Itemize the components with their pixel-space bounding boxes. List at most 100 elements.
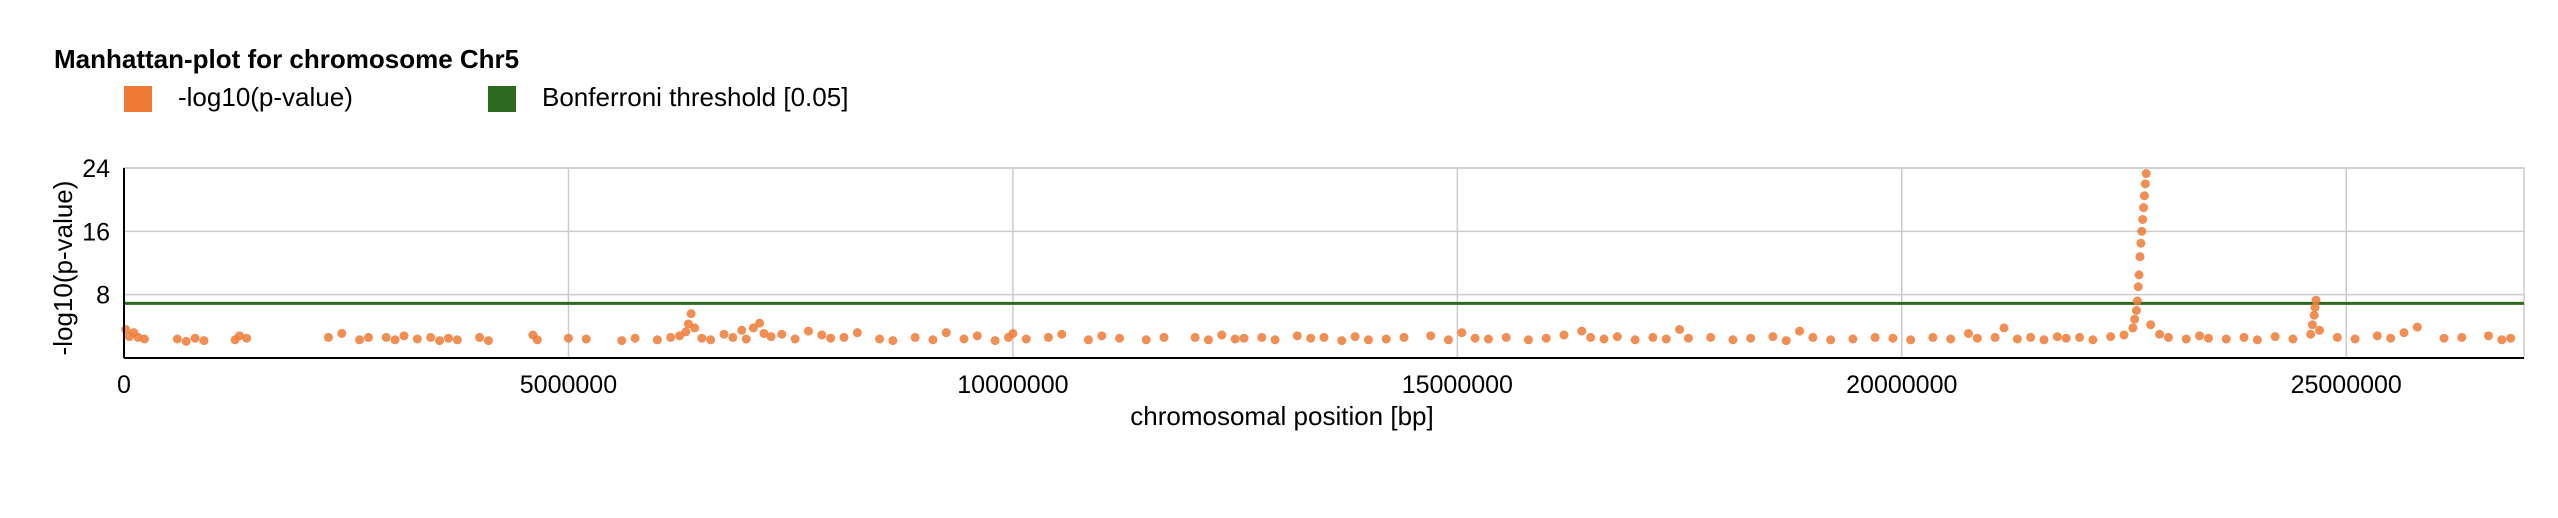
legend-swatch-pvalue bbox=[124, 86, 152, 112]
data-point bbox=[199, 336, 209, 346]
data-point bbox=[1808, 332, 1818, 342]
data-point bbox=[2350, 334, 2360, 344]
data-point bbox=[1746, 333, 1756, 343]
data-point bbox=[563, 333, 573, 343]
data-point bbox=[1306, 333, 1316, 343]
data-point bbox=[2146, 320, 2156, 330]
data-point bbox=[2439, 333, 2449, 343]
data-point bbox=[2132, 296, 2142, 306]
data-point bbox=[2135, 252, 2145, 262]
data-point bbox=[1115, 333, 1125, 343]
y-tick-label: 16 bbox=[82, 218, 110, 246]
data-point bbox=[990, 336, 1000, 346]
data-point bbox=[2133, 282, 2143, 292]
data-point bbox=[2039, 335, 2049, 345]
data-point bbox=[1292, 331, 1302, 341]
grid-layer bbox=[123, 167, 2525, 359]
data-point bbox=[2386, 333, 2396, 343]
data-point bbox=[1999, 323, 2009, 333]
data-point bbox=[755, 318, 765, 328]
data-point bbox=[852, 328, 862, 338]
data-point bbox=[181, 336, 191, 346]
data-point bbox=[1350, 332, 1360, 342]
data-point bbox=[706, 335, 716, 345]
data-point bbox=[2203, 333, 2213, 343]
data-point bbox=[2306, 329, 2316, 339]
data-point bbox=[1906, 335, 1916, 345]
data-point bbox=[910, 332, 920, 342]
data-point bbox=[2139, 203, 2149, 213]
data-point bbox=[1483, 334, 1493, 344]
data-point bbox=[2106, 332, 2116, 342]
data-point bbox=[2140, 179, 2150, 189]
data-point bbox=[1675, 325, 1685, 334]
data-point bbox=[1270, 335, 1280, 345]
data-point bbox=[190, 333, 200, 343]
data-point bbox=[1426, 331, 1436, 341]
data-point bbox=[2310, 302, 2320, 312]
x-tick-label: 25000000 bbox=[2291, 371, 2402, 399]
data-point bbox=[652, 335, 662, 345]
data-point bbox=[2075, 332, 2085, 342]
axis-layer: 0 5000000 10000000 15000000 20000000 25000000… bbox=[82, 155, 2524, 399]
data-point bbox=[381, 332, 391, 342]
data-point bbox=[2288, 334, 2298, 344]
data-point bbox=[1523, 335, 1533, 345]
data-point bbox=[172, 334, 182, 344]
data-point bbox=[390, 335, 400, 345]
data-point bbox=[2131, 306, 2141, 315]
data-point bbox=[399, 331, 409, 341]
data-point bbox=[1630, 335, 1640, 345]
data-point bbox=[2088, 335, 2098, 345]
points-layer bbox=[121, 169, 2516, 346]
data-point bbox=[323, 332, 333, 342]
data-point bbox=[1683, 333, 1693, 343]
data-point bbox=[1781, 336, 1791, 346]
data-point bbox=[741, 334, 751, 344]
data-point bbox=[2138, 214, 2148, 224]
data-point bbox=[1728, 335, 1738, 345]
data-point bbox=[888, 336, 898, 346]
data-point bbox=[2155, 329, 2165, 339]
data-point bbox=[2457, 332, 2467, 342]
data-point bbox=[1768, 332, 1778, 342]
data-point bbox=[2134, 270, 2144, 280]
data-point bbox=[1457, 328, 1467, 338]
data-point bbox=[1399, 332, 1409, 342]
data-point bbox=[412, 334, 422, 344]
data-point bbox=[2137, 226, 2147, 236]
data-point bbox=[1661, 334, 1671, 344]
data-point bbox=[2307, 320, 2317, 330]
data-point bbox=[1586, 332, 1596, 342]
data-point bbox=[2012, 334, 2022, 344]
data-point bbox=[1870, 332, 1880, 342]
x-tick-label: 0 bbox=[117, 371, 131, 399]
data-point bbox=[1928, 332, 1938, 342]
data-point bbox=[928, 335, 938, 345]
data-point bbox=[617, 336, 627, 346]
data-point bbox=[1577, 326, 1587, 336]
data-point bbox=[803, 326, 813, 336]
legend-swatch-bonferroni bbox=[488, 86, 516, 112]
data-point bbox=[1826, 335, 1836, 345]
data-point bbox=[1612, 332, 1622, 342]
data-point bbox=[1057, 329, 1067, 339]
data-point bbox=[2221, 334, 2231, 344]
data-point bbox=[1559, 330, 1569, 340]
data-point bbox=[737, 325, 747, 335]
data-point bbox=[817, 330, 827, 340]
data-point bbox=[435, 336, 445, 346]
data-point bbox=[1990, 332, 2000, 342]
data-point bbox=[2136, 238, 2146, 248]
data-point bbox=[1239, 333, 1249, 343]
data-point bbox=[1470, 333, 1480, 343]
data-point bbox=[1257, 332, 1267, 342]
data-point bbox=[355, 335, 365, 345]
data-point bbox=[2195, 331, 2205, 341]
data-point bbox=[2270, 332, 2280, 342]
data-point bbox=[686, 309, 696, 319]
x-tick-label: 20000000 bbox=[1846, 371, 1957, 399]
x-tick-label: 10000000 bbox=[957, 371, 1068, 399]
data-point bbox=[2061, 333, 2071, 343]
data-point bbox=[2239, 332, 2249, 342]
